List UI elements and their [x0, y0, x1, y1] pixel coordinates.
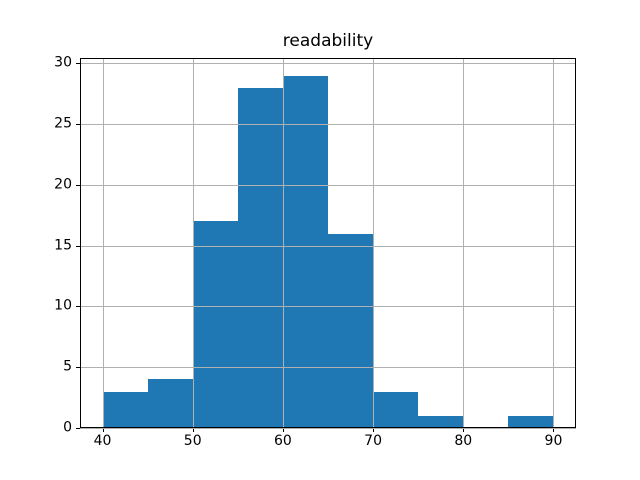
histogram-bar — [192, 221, 238, 428]
histogram-bar — [508, 415, 554, 428]
x-tick-label: 90 — [544, 433, 563, 449]
y-tick-label: 25 — [54, 115, 72, 132]
y-tick-label: 20 — [54, 176, 72, 193]
y-tick-mark — [76, 428, 80, 429]
horizontal-gridline — [80, 428, 576, 429]
histogram-bar — [373, 391, 419, 428]
x-tick-mark — [553, 428, 555, 432]
x-tick-mark — [373, 428, 375, 432]
histogram-bar — [147, 379, 193, 428]
vertical-gridline — [192, 58, 194, 428]
histogram-bar — [102, 391, 148, 428]
horizontal-gridline — [80, 245, 576, 247]
x-tick-mark — [463, 428, 465, 432]
y-tick-label: 0 — [63, 419, 72, 436]
plot-area: 40 50 60 70 80 90 0 5 10 15 20 25 30 — [54, 55, 576, 449]
x-tick-label: 50 — [183, 433, 202, 449]
vertical-gridline — [102, 58, 104, 428]
y-tick-mark — [76, 124, 80, 126]
chart-title: readability — [282, 31, 374, 51]
vertical-gridline — [553, 58, 555, 428]
y-tick-mark — [76, 245, 80, 247]
y-tick-label: 15 — [54, 237, 72, 254]
x-tick-label: 40 — [93, 433, 112, 449]
histogram-bar — [237, 87, 283, 428]
histogram-bar — [418, 415, 464, 428]
histogram-bar — [282, 75, 328, 428]
x-tick-label: 70 — [364, 433, 382, 449]
y-tick-label: 30 — [54, 54, 72, 71]
y-tick-mark — [76, 184, 80, 186]
bars-layer — [80, 58, 576, 428]
y-tick-mark — [76, 306, 80, 308]
y-tick-mark — [76, 63, 80, 65]
x-tick-label: 80 — [454, 433, 473, 449]
x-tick-mark — [282, 428, 284, 432]
x-tick-label: 60 — [273, 433, 292, 449]
histogram-bar — [328, 233, 374, 428]
vertical-gridline — [373, 58, 375, 428]
y-tick-label: 5 — [63, 358, 72, 375]
horizontal-gridline — [80, 306, 576, 308]
y-tick-mark — [76, 367, 80, 369]
horizontal-gridline — [80, 184, 576, 186]
grid-layer — [80, 58, 576, 429]
horizontal-gridline — [80, 367, 576, 369]
horizontal-gridline — [80, 63, 576, 65]
horizontal-gridline — [80, 124, 576, 126]
vertical-gridline — [282, 58, 284, 428]
vertical-gridline — [463, 58, 465, 428]
x-tick-mark — [192, 428, 194, 432]
y-tick-label: 10 — [54, 297, 72, 314]
x-tick-mark — [102, 428, 104, 432]
